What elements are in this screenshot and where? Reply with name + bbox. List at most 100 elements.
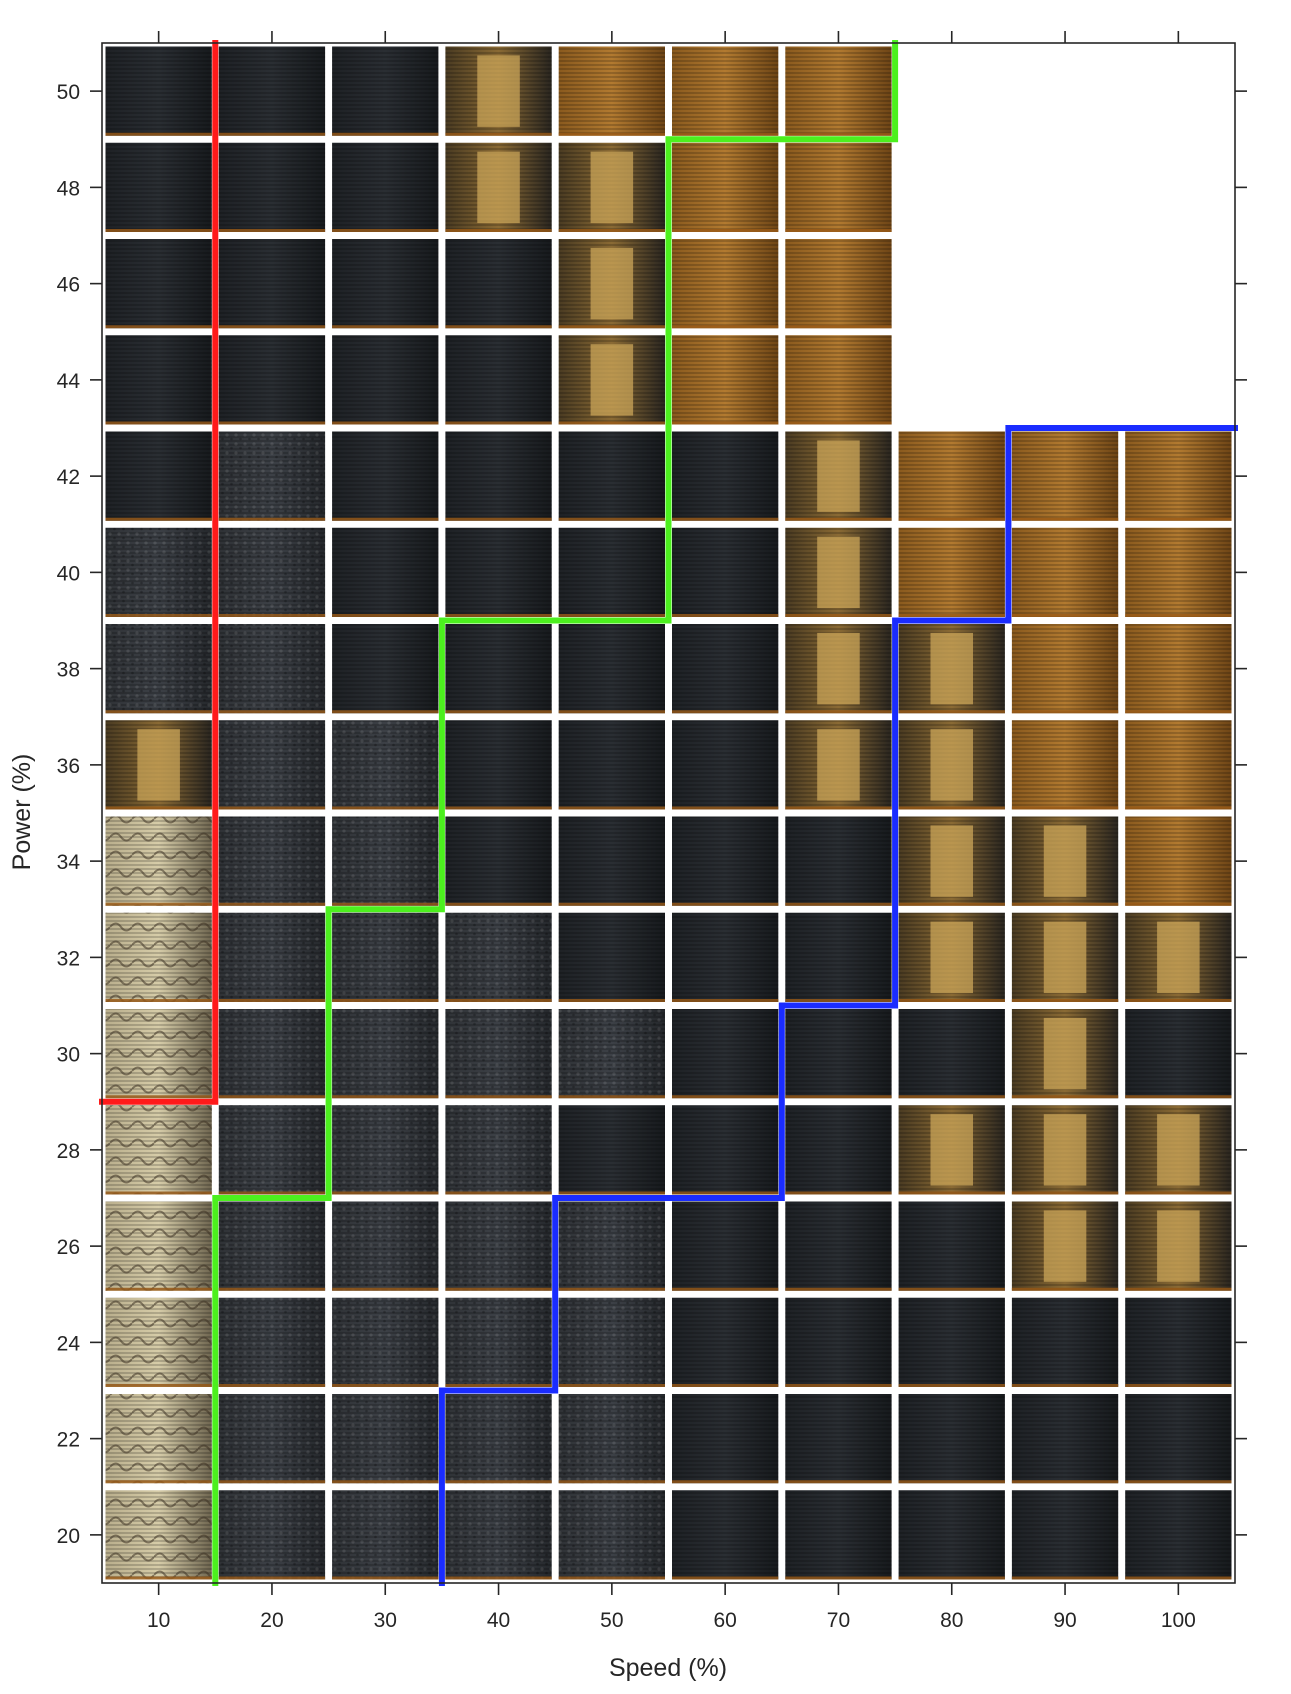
sample-tile: [105, 720, 212, 810]
sample-tile: [558, 142, 665, 232]
sample-tile: [898, 912, 1005, 1002]
sample-tile: [898, 527, 1005, 617]
sample-tile: [445, 1201, 552, 1291]
sample-tile: [898, 816, 1005, 906]
sample-tile: [558, 527, 665, 617]
x-tick-label: 60: [713, 1609, 736, 1632]
sample-tile: [332, 624, 439, 714]
sample-tile: [1125, 1297, 1232, 1387]
sample-tile: [1011, 431, 1119, 521]
sample-tile: [672, 1009, 779, 1099]
sample-tile: [332, 431, 439, 521]
sample-tile: [1125, 816, 1232, 906]
sample-tile: [332, 239, 439, 329]
sample-tile: [1011, 720, 1119, 810]
sample-tile: [558, 335, 665, 425]
y-tick-label: 44: [57, 370, 81, 393]
sample-tile: [445, 335, 552, 425]
sample-tile: [105, 1201, 212, 1291]
boundary-line: [99, 40, 219, 1105]
sample-tile: [672, 1105, 779, 1195]
sample-tile: [218, 335, 326, 425]
sample-tile: [898, 1490, 1005, 1580]
sample-tile: [332, 527, 439, 617]
sample-tile: [445, 912, 552, 1002]
sample-tile: [1125, 431, 1232, 521]
sample-tile: [558, 431, 665, 521]
sample-tile: [105, 1297, 212, 1387]
sample-tile: [445, 624, 552, 714]
sample-tile: [1125, 912, 1232, 1002]
sample-tile: [898, 624, 1005, 714]
sample-tile: [785, 335, 892, 425]
sample-tile: [1011, 1297, 1119, 1387]
sample-tile: [1011, 1490, 1119, 1580]
sample-tile: [332, 816, 439, 906]
sample-tile: [1125, 1105, 1232, 1195]
sample-tile: [1125, 720, 1232, 810]
sample-tile: [1011, 912, 1119, 1002]
y-tick-label: 42: [57, 466, 80, 489]
y-tick-label: 40: [57, 562, 80, 585]
sample-tile: [898, 1009, 1005, 1099]
sample-tile: [898, 1394, 1005, 1484]
x-tick-label: 50: [600, 1609, 623, 1632]
sample-tile: [1011, 1394, 1119, 1484]
sample-tile: [445, 1490, 552, 1580]
sample-tile: [105, 912, 212, 1002]
sample-tile: [218, 1201, 326, 1291]
sample-tile: [785, 431, 892, 521]
sample-tile: [105, 1009, 212, 1099]
sample-tile: [218, 431, 326, 521]
sample-tile: [1125, 1394, 1232, 1484]
sample-tile: [672, 816, 779, 906]
y-tick-label: 38: [57, 659, 80, 682]
sample-tile: [672, 624, 779, 714]
sample-tile: [672, 1297, 779, 1387]
x-tick-label: 70: [827, 1609, 850, 1632]
sample-tile: [1125, 527, 1232, 617]
sample-tile: [105, 239, 212, 329]
sample-tile: [672, 431, 779, 521]
y-tick-label: 26: [57, 1236, 80, 1259]
sample-tile: [672, 912, 779, 1002]
x-tick-label: 20: [260, 1609, 283, 1632]
sample-tile: [672, 46, 779, 136]
sample-tile: [1125, 1201, 1232, 1291]
sample-tile: [785, 1297, 892, 1387]
sample-tile: [105, 624, 212, 714]
sample-tile: [785, 1009, 892, 1099]
sample-tile: [218, 142, 326, 232]
plot-frame: [101, 42, 1236, 1584]
sample-tile: [785, 912, 892, 1002]
process-window-boundaries: [99, 40, 1238, 1586]
sample-tile: [672, 527, 779, 617]
sample-tile: [558, 816, 665, 906]
sample-tile: [1125, 1490, 1232, 1580]
sample-tile: [785, 527, 892, 617]
sample-tile: [558, 1394, 665, 1484]
sample-tile: [105, 46, 212, 136]
boundary-line: [212, 40, 899, 1586]
sample-tile: [558, 720, 665, 810]
sample-tile: [105, 1394, 212, 1484]
sample-tile: [558, 1201, 665, 1291]
y-tick-label: 46: [57, 274, 80, 297]
y-tick-label: 36: [57, 755, 80, 778]
x-tick-label: 90: [1053, 1609, 1076, 1632]
sample-tile: [785, 1201, 892, 1291]
sample-tile: [672, 1394, 779, 1484]
sample-tile: [558, 1009, 665, 1099]
sample-tile: [332, 1394, 439, 1484]
sample-tile: [558, 1297, 665, 1387]
sample-tile: [332, 1009, 439, 1099]
sample-tile: [218, 527, 326, 617]
sample-tile: [218, 239, 326, 329]
sample-tile: [558, 1490, 665, 1580]
sample-tile: [898, 720, 1005, 810]
sample-tile: [1011, 816, 1119, 906]
sample-tile: [898, 1201, 1005, 1291]
sample-tile: [332, 142, 439, 232]
sample-tile: [785, 142, 892, 232]
sample-tile: [445, 720, 552, 810]
